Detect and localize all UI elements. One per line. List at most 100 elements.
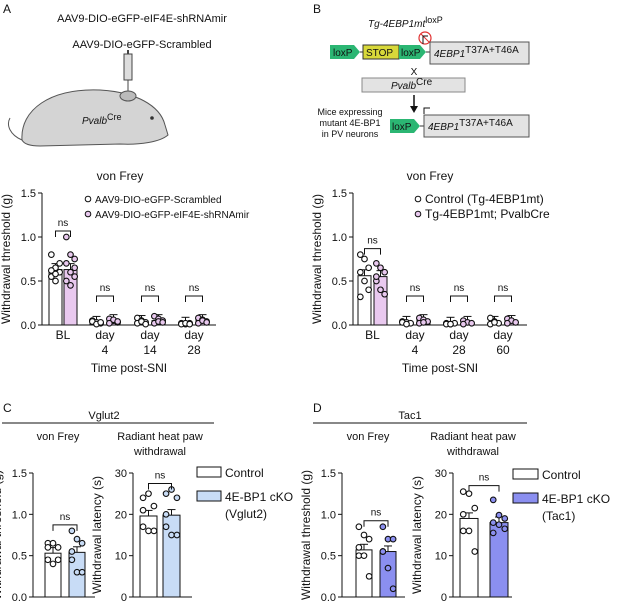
stop-cassette: STOP <box>366 48 393 59</box>
panel-label-a: A <box>3 2 11 16</box>
data-point <box>73 535 81 543</box>
data-point <box>67 282 74 289</box>
y-axis-label: Withdrawal latency (s) <box>410 476 424 594</box>
y-tick-label: 10 <box>115 551 127 563</box>
data-point <box>489 496 497 504</box>
y-tick-label: 10 <box>435 551 447 563</box>
legend-marker <box>84 195 92 203</box>
panel-d-group: Tac1 <box>398 410 421 422</box>
legend-label: Control (Tg-4EBP1mt) <box>425 192 544 206</box>
data-point <box>355 523 363 531</box>
significance-bracket <box>494 295 512 302</box>
data-point <box>145 527 152 535</box>
y-tick-label: 1.5 <box>12 468 27 480</box>
panel-c-sub2a: Radiant heat paw <box>117 431 203 443</box>
legend-marker <box>84 210 92 218</box>
data-point <box>365 286 373 294</box>
x-tick-label: 4 <box>102 343 109 357</box>
construct-result: loxP 4EBP1T37A+T46A <box>390 107 530 138</box>
y-tick-label: 0.0 <box>332 320 347 332</box>
legend-control: Control <box>225 466 264 480</box>
data-point <box>62 260 70 267</box>
data-point <box>495 511 503 519</box>
data-point <box>512 319 520 326</box>
data-point <box>459 510 467 518</box>
cre-driver-box <box>361 77 466 93</box>
charts: 0.0 0.5 1.0 1.5 Withdrawal threshold (g) von … <box>0 169 550 602</box>
loxp-2: loxP <box>401 48 421 59</box>
data-point <box>52 277 59 285</box>
significance-label: ns <box>100 283 111 294</box>
data-point <box>360 552 368 560</box>
y-tick-label: 1.0 <box>21 232 36 244</box>
data-point <box>150 527 158 535</box>
data-point <box>68 527 76 535</box>
data-point <box>139 494 147 502</box>
construct-shrna: AAV9-DIO-eGFP-eIF4E-shRNAmir <box>57 13 227 25</box>
data-point <box>68 556 76 564</box>
x-axis-label: Time post-SNI <box>402 361 478 375</box>
data-point <box>67 251 74 258</box>
legend-cko-line-d: (Tac1) <box>542 509 575 523</box>
y-tick-label: 1.0 <box>332 232 347 244</box>
x-axis-label: Time post-SNI <box>91 361 167 375</box>
arrow-down-icon <box>410 95 418 113</box>
data-point <box>356 251 364 258</box>
data-point <box>44 544 52 551</box>
data-point <box>62 277 70 285</box>
result-text-3: in PV neurons <box>322 129 379 139</box>
significance-label: ns <box>58 218 69 229</box>
significance-label: ns <box>371 508 382 519</box>
y-axis-label: Withdrawal threshold (g) <box>299 470 313 600</box>
chart-a: 0.0 0.5 1.0 1.5 Withdrawal threshold (g) von … <box>0 169 250 375</box>
y-tick-label: 1.5 <box>332 188 347 200</box>
y-tick-label: 0.5 <box>321 551 336 563</box>
chart-c1: 0.0 0.5 1.0 1.5 Withdrawal threshold (g) ns <box>0 468 95 602</box>
y-tick-label: 0.5 <box>12 551 27 563</box>
data-point <box>501 515 509 522</box>
data-point <box>471 548 479 555</box>
y-axis-label: Withdrawal threshold (g) <box>0 194 13 324</box>
mouse-illustration <box>8 89 169 147</box>
significance-label: ns <box>479 473 490 484</box>
data-point <box>44 556 52 564</box>
y-axis-label: Withdrawal threshold (g) <box>310 194 324 324</box>
data-point <box>52 270 59 278</box>
data-point <box>486 314 494 322</box>
significance-bracket <box>363 520 389 527</box>
gene-label: 4EBP1T37A+T46A <box>434 45 519 60</box>
data-point <box>159 319 167 326</box>
x-tick-label: day <box>95 328 114 342</box>
chart-title: von Frey <box>97 169 144 183</box>
panel-label-d: D <box>313 401 322 415</box>
promoter-blocked-icon <box>418 31 432 45</box>
data-point <box>468 319 476 327</box>
x-tick-label: day <box>405 328 424 342</box>
x-tick-label: 14 <box>143 343 157 357</box>
data-point <box>114 318 122 325</box>
construct-transgene: loxP STOP loxP 4EBP1T37A+T46A <box>330 41 530 65</box>
data-point <box>471 504 479 512</box>
data-point <box>465 527 473 535</box>
y-tick-label: 0.0 <box>12 592 27 602</box>
data-point <box>384 564 392 572</box>
significance-bracket <box>96 295 114 302</box>
data-point <box>47 267 55 274</box>
data-point <box>381 268 389 276</box>
significance-label: ns <box>60 512 71 523</box>
x-tick-label: 60 <box>496 343 510 357</box>
data-point <box>68 548 76 555</box>
data-point <box>49 560 57 568</box>
significance-bracket <box>185 295 203 302</box>
data-point <box>97 319 105 326</box>
loxp-3: loxP <box>392 122 412 133</box>
legend-marker <box>414 195 422 203</box>
chart-c2: 0 10 20 30 Withdrawal latency (s) ns <box>90 468 192 602</box>
data-point <box>173 494 181 502</box>
y-axis-label: Withdrawal threshold (g) <box>0 470 4 600</box>
y-tick-label: 30 <box>115 468 127 480</box>
mouse-label: PvalbCre <box>82 112 122 127</box>
result-text-2: mutant 4E-BP1 <box>319 118 380 128</box>
construct-scrambled: AAV9-DIO-eGFP-Scrambled <box>72 39 211 51</box>
significance-label: ns <box>367 236 378 247</box>
